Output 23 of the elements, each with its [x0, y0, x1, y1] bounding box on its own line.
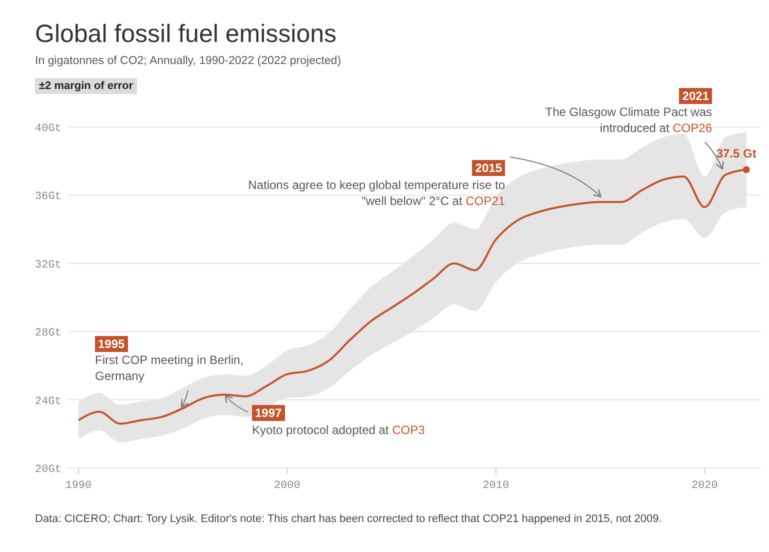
data-label: 37.5 Gt	[716, 146, 756, 161]
y-tick-label: 32Gt	[35, 259, 62, 272]
y-tick-label: 24Gt	[35, 396, 62, 408]
text: ±2 margin of error	[35, 78, 138, 94]
y-tick-label: 20Gt	[35, 464, 62, 476]
annotation: Kyoto protocol adopted at COP3	[252, 422, 426, 438]
chart-title: Global fossil fuel emissions	[35, 20, 337, 49]
text: Data: CICERO; Chart: Tory Lysik. Editor's note: This chart has been corrected to reflect that COP21 happened in 2015, not 2009.	[35, 513, 663, 525]
y-tick-label: 36Gt	[35, 191, 62, 204]
text: 2021	[679, 88, 712, 104]
y-tick-label: 40Gt	[35, 123, 62, 135]
annotation: First COP meeting in Berlin, Germany	[95, 352, 244, 384]
x-tick-label: 2010	[482, 480, 510, 492]
y-tick-label: 28Gt	[35, 328, 62, 340]
x-tick-label: 2000	[274, 480, 300, 492]
x-tick-label: 2020	[691, 480, 718, 492]
annotation: Nations agree to keep global temperature rise to "well below" 2°C at COP21	[247, 177, 505, 209]
annotation: 2015	[472, 160, 505, 176]
x-tick-label: 1990	[65, 480, 92, 492]
chart-subtitle: In gigatonnes of CO2; Annually, 1990-2022 (2022 projected)	[35, 55, 342, 67]
annotation: 1997	[252, 405, 285, 421]
annotation: The Glasgow Climate Pact was introduced at COP26	[544, 104, 712, 136]
annotation: 1995	[95, 336, 128, 352]
